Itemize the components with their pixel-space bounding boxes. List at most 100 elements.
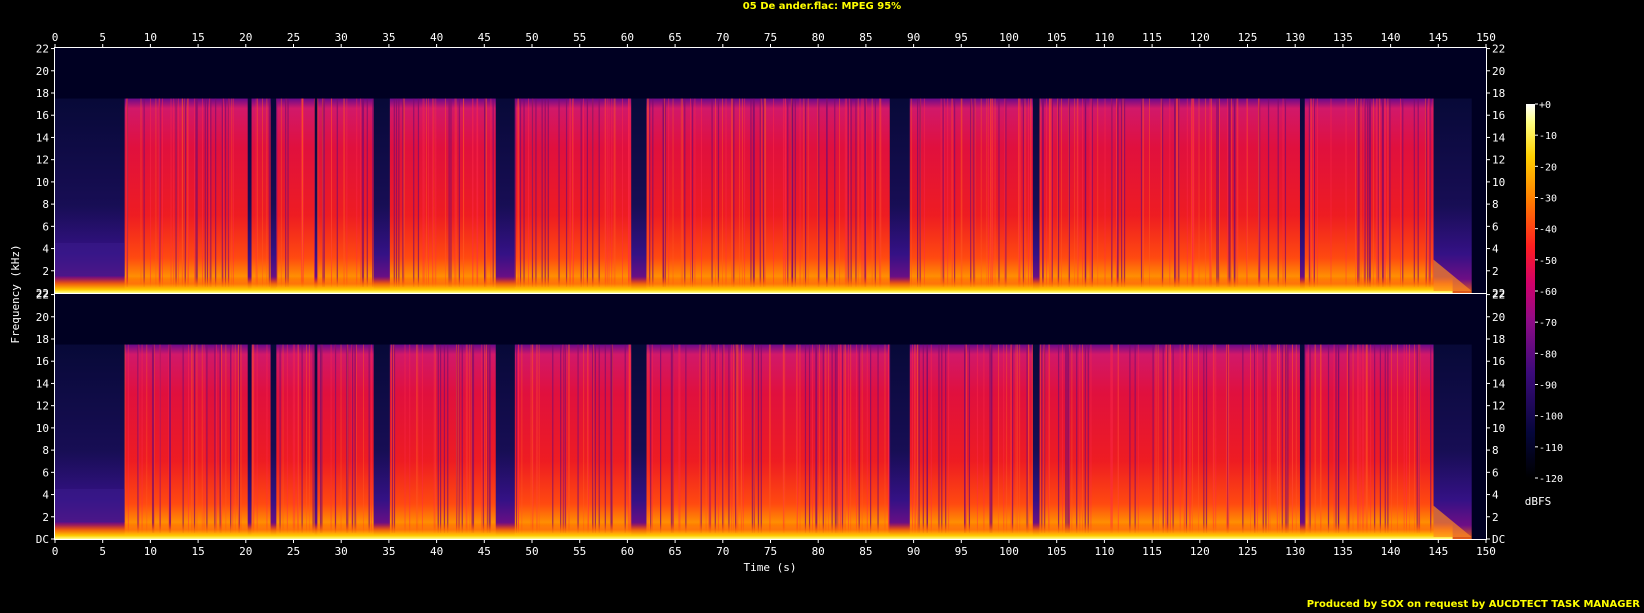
channel-panel-1 [55, 48, 1486, 293]
x-tick-label-bottom: 35 [382, 545, 395, 558]
colorbar-tick-label: -30 [1539, 194, 1557, 205]
y-tick-label-left: 20 [36, 65, 49, 78]
y-tick-label-right: 18 [1492, 87, 1505, 100]
y-tick-label-right: 10 [1492, 422, 1505, 435]
x-axis-label: Time (s) [744, 561, 797, 574]
y-tick-label-left: 12 [36, 400, 49, 413]
y-tick-label-right: 12 [1492, 154, 1505, 167]
y-tick-label-left: 4 [42, 243, 49, 256]
x-tick-label-bottom: 150 [1476, 545, 1496, 558]
y-tick-label-left: 2 [42, 265, 49, 278]
x-tick-label-bottom: 105 [1047, 545, 1067, 558]
y-tick-label-left: 20 [36, 311, 49, 324]
fade-out-tail [1433, 259, 1472, 291]
x-tick-label-bottom: 30 [335, 545, 348, 558]
colorbar-tick-label: -40 [1539, 225, 1557, 236]
y-tick-label-left: 22 [36, 289, 49, 302]
y-tick-label-right: 2 [1492, 265, 1499, 278]
y-tick-label-left: DC [36, 533, 49, 546]
y-tick-label-right: 20 [1492, 65, 1505, 78]
y-tick-label-left: 16 [36, 355, 49, 368]
x-tick-label-top: 5 [99, 31, 106, 44]
y-tick-label-left: 2 [42, 511, 49, 524]
x-tick-label-top: 85 [859, 31, 872, 44]
y-tick-label-left: 16 [36, 109, 49, 122]
x-tick-label-bottom: 25 [287, 545, 300, 558]
y-tick-label-right: 14 [1492, 131, 1506, 144]
y-tick-label-left: 14 [36, 377, 50, 390]
colorbar-tick-label: -80 [1539, 349, 1557, 360]
x-tick-label-bottom: 10 [144, 545, 157, 558]
x-tick-label-bottom: 85 [859, 545, 872, 558]
y-tick-label-right: 22 [1492, 289, 1505, 302]
chart-title: 05 De ander.flac: MPEG 95% [742, 1, 902, 12]
y-tick-label-right: 6 [1492, 466, 1499, 479]
x-tick-label-top: 115 [1142, 31, 1162, 44]
y-tick-label-left: 4 [42, 489, 49, 502]
loud-segment [646, 344, 890, 539]
x-tick-label-bottom: 15 [191, 545, 204, 558]
loud-segment [1304, 344, 1434, 539]
x-tick-label-bottom: 100 [999, 545, 1019, 558]
colorbar-tick-label: -20 [1539, 162, 1557, 173]
x-tick-label-top: 135 [1333, 31, 1353, 44]
x-tick-label-top: 10 [144, 31, 157, 44]
colorbar-label: dBFS [1525, 495, 1552, 508]
colorbar [1526, 104, 1535, 478]
x-tick-label-top: 55 [573, 31, 586, 44]
x-tick-label-top: 150 [1476, 31, 1496, 44]
x-tick-label-top: 140 [1381, 31, 1401, 44]
x-tick-label-top: 145 [1428, 31, 1448, 44]
x-tick-label-top: 130 [1285, 31, 1305, 44]
y-tick-label-left-separator: 22 [36, 287, 49, 300]
y-tick-label-left: 10 [36, 176, 49, 189]
channel-panel-2 [55, 294, 1486, 539]
x-tick-label-top: 110 [1094, 31, 1114, 44]
x-tick-label-top: 60 [621, 31, 634, 44]
x-tick-label-bottom: 50 [525, 545, 538, 558]
x-tick-label-bottom: 115 [1142, 545, 1162, 558]
loud-segment [251, 344, 271, 539]
x-tick-label-bottom: 95 [955, 545, 968, 558]
y-tick-label-right: 20 [1492, 311, 1505, 324]
y-tick-label-right: 22 [1492, 43, 1505, 56]
colorbar-tick-label: -10 [1539, 131, 1557, 142]
y-tick-label-left: 12 [36, 154, 49, 167]
x-tick-label-top: 105 [1047, 31, 1067, 44]
x-tick-label-top: 20 [239, 31, 252, 44]
x-tick-label-top: 75 [764, 31, 777, 44]
x-tick-label-bottom: 125 [1238, 545, 1258, 558]
loud-segment [276, 98, 315, 293]
y-tick-label-left: 18 [36, 87, 49, 100]
x-tick-label-top: 25 [287, 31, 300, 44]
x-tick-label-bottom: 20 [239, 545, 252, 558]
y-axis-label: Frequency (kHz) [9, 244, 22, 343]
x-tick-label-bottom: 0 [52, 545, 59, 558]
x-tick-label-top: 65 [668, 31, 681, 44]
colorbar-tick-label: -100 [1539, 412, 1563, 423]
loud-segment [251, 98, 271, 293]
colorbar-tick-label: -60 [1539, 287, 1557, 298]
x-tick-label-top: 95 [955, 31, 968, 44]
colorbar-tick-label: -90 [1539, 381, 1557, 392]
y-tick-label-left: 22 [36, 43, 49, 56]
loud-segment [317, 344, 374, 539]
x-tick-label-bottom: 40 [430, 545, 443, 558]
x-tick-label-bottom: 110 [1094, 545, 1114, 558]
x-tick-label-top: 90 [907, 31, 920, 44]
y-tick-label-right: 16 [1492, 355, 1505, 368]
x-tick-label-top: 120 [1190, 31, 1210, 44]
y-tick-label-right: 4 [1492, 243, 1499, 256]
x-tick-label-bottom: 130 [1285, 545, 1305, 558]
y-tick-label-left: 10 [36, 422, 49, 435]
x-tick-label-top: 30 [335, 31, 348, 44]
y-tick-label-right-separator: 22 [1492, 287, 1505, 300]
x-tick-label-top: 40 [430, 31, 443, 44]
x-tick-label-bottom: 55 [573, 545, 586, 558]
y-tick-label-left: 18 [36, 333, 49, 346]
y-tick-label-right: 8 [1492, 198, 1499, 211]
loud-segment [909, 344, 1033, 539]
x-tick-label-top: 125 [1238, 31, 1258, 44]
x-tick-label-top: 50 [525, 31, 538, 44]
